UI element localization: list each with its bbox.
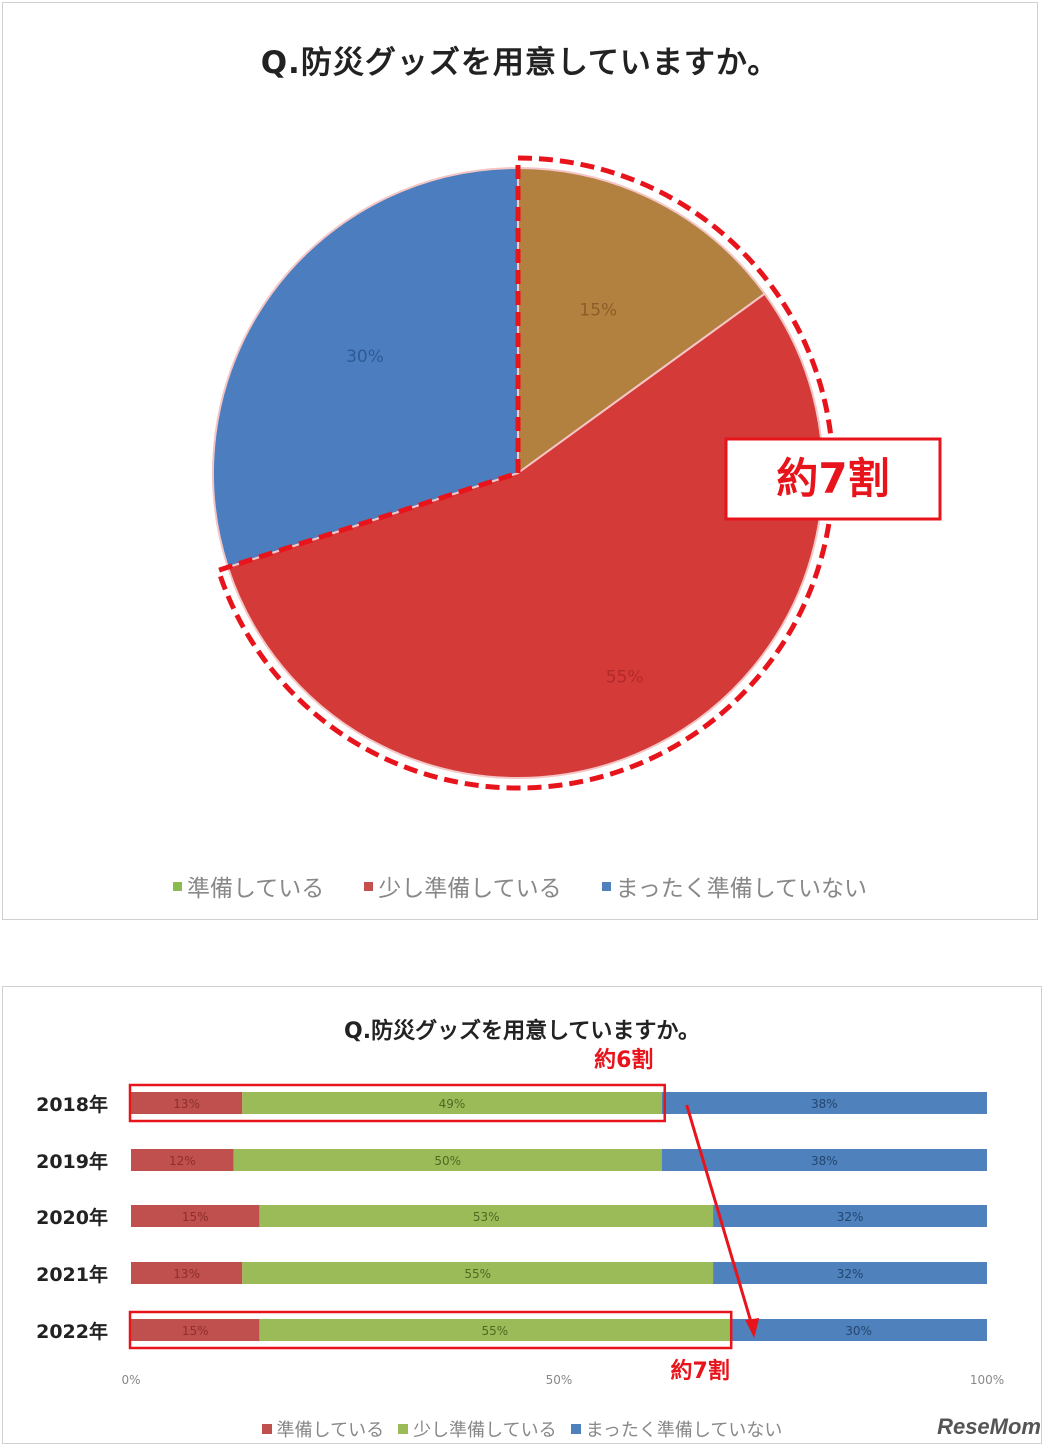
pie-slice (212, 166, 519, 569)
bar-data-label: 49% (439, 1097, 466, 1111)
pie-chart-panel: Q.防災グッズを用意していますか。 15% 55% 30% 約7割 準備している 少し準… (2, 2, 1038, 920)
bar-data-label: 12% (169, 1154, 196, 1168)
legend-item: 少し準備している (364, 869, 562, 903)
highlight-box-2022 (128, 1310, 733, 1350)
legend-swatch (570, 1424, 581, 1434)
legend-item: 準備している (261, 1416, 385, 1442)
bar-data-label: 38% (811, 1154, 838, 1168)
bar-segment (131, 1319, 260, 1341)
stacked-bar-chart: 2018年 13% 49% 38% 2019年 12% 50% 38% 2020年 15% 53% 3… (36, 1047, 1004, 1387)
annotation-7wari: 約7割 (671, 1358, 730, 1384)
bar-segment (713, 1205, 987, 1227)
legend-label: 準備している (186, 876, 325, 902)
bar-segment (131, 1149, 234, 1171)
pie-slice (517, 166, 767, 475)
bar-data-label: 50% (434, 1154, 461, 1168)
resemom-logo: ReseMom (937, 1414, 1041, 1439)
bar-segment (131, 1205, 260, 1227)
bar-segment (242, 1262, 714, 1284)
annotation-6wari: 約6割 (594, 1047, 653, 1073)
bar-data-label: 55% (481, 1324, 508, 1338)
legend-label: 少し準備している (413, 1420, 557, 1441)
category-label: 2019年 (36, 1150, 108, 1173)
bar-data-label: 15% (182, 1324, 209, 1338)
bar-segment (131, 1092, 243, 1114)
legend-item: まったく準備していない (570, 1416, 783, 1442)
legend-swatch (172, 881, 182, 891)
bar-segment (242, 1092, 662, 1114)
category-label: 2020年 (36, 1206, 108, 1229)
bar-data-label: 55% (464, 1267, 491, 1281)
category-label: 2018年 (36, 1093, 108, 1116)
bar-data-label: 13% (173, 1097, 200, 1111)
pie-data-label: 55% (606, 667, 644, 687)
bar-segment (730, 1319, 987, 1341)
bar-data-label: 32% (837, 1210, 864, 1224)
bar-data-label: 13% (173, 1267, 200, 1281)
pie-data-label: 15% (579, 300, 617, 320)
legend-label: まったく準備していない (615, 876, 867, 902)
legend-swatch (601, 881, 611, 891)
legend-swatch (364, 881, 374, 891)
pie-chart: 15% 55% 30% 約7割 (212, 155, 942, 791)
legend-label: まったく準備していない (585, 1420, 783, 1441)
annotation-box (724, 437, 942, 521)
bar-segment (713, 1262, 987, 1284)
bar-segment (233, 1149, 662, 1171)
legend-item: まったく準備していない (601, 869, 867, 903)
bar-data-label: 15% (182, 1210, 209, 1224)
bar-segment (259, 1205, 714, 1227)
bar-data-label: 53% (473, 1210, 500, 1224)
bar-legend: 準備している 少し準備している まったく準備していない (3, 1416, 1041, 1442)
legend-label: 少し準備している (378, 876, 562, 902)
x-tick-label: 100% (970, 1373, 1004, 1387)
annotation-text: 約7割 (776, 454, 889, 503)
category-label: 2022年 (36, 1320, 108, 1343)
pie-chart-title: Q.防災グッズを用意していますか。 (260, 45, 780, 81)
bar-data-label: 32% (837, 1267, 864, 1281)
legend-swatch (398, 1424, 409, 1434)
trend-arrow (685, 1104, 754, 1327)
pie-data-label: 30% (346, 347, 384, 367)
category-label: 2021年 (36, 1263, 108, 1286)
bar-data-label: 30% (845, 1324, 872, 1338)
bar-chart-panel: Q.防災グッズを用意していますか。 2018年 13% 49% 38% 2019年 12%… (2, 986, 1042, 1444)
legend-item: 準備している (172, 869, 325, 903)
legend-label: 準備している (276, 1420, 385, 1441)
highlight-box-2018 (128, 1083, 666, 1123)
legend-swatch (261, 1424, 272, 1434)
pie-legend: 準備している 少し準備している まったく準備していない (3, 869, 1037, 903)
legend-item: 少し準備している (398, 1416, 557, 1442)
bar-segment (661, 1092, 987, 1114)
bar-data-label: 38% (811, 1097, 838, 1111)
highlight-dashed-outline (215, 155, 836, 791)
x-tick-label: 50% (546, 1373, 573, 1387)
bar-segment (131, 1262, 243, 1284)
bar-segment (661, 1149, 987, 1171)
bar-chart-title: Q.防災グッズを用意していますか。 (344, 1019, 700, 1044)
bar-segment (259, 1319, 731, 1341)
arrow-head (745, 1318, 760, 1338)
x-tick-label: 0% (121, 1373, 140, 1387)
